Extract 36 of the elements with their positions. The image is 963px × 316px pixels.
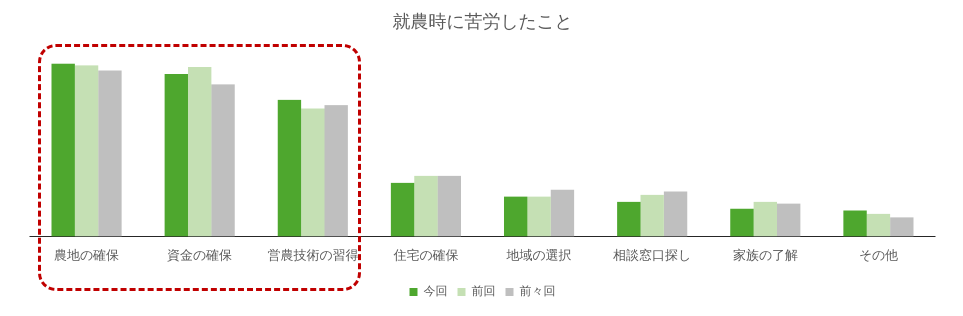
- bar: [438, 176, 462, 236]
- bar: [278, 100, 302, 236]
- x-tick-label: 相談窓口探し: [613, 248, 692, 264]
- chart-title: 就農時に苦労したこと: [392, 11, 572, 32]
- bar: [550, 190, 574, 236]
- bar: [664, 191, 688, 236]
- bar: [390, 182, 414, 236]
- bar: [730, 208, 754, 236]
- x-tick-label: 営農技術の習得: [267, 248, 358, 264]
- bar: [777, 204, 800, 236]
- bar: [51, 64, 75, 236]
- bar: [324, 105, 348, 236]
- bar: [843, 210, 867, 236]
- bar: [211, 84, 235, 236]
- bar: [640, 194, 664, 236]
- bar: [754, 202, 777, 236]
- bar: [504, 196, 528, 236]
- bar: [866, 214, 890, 236]
- x-tick-label: その他: [858, 248, 898, 264]
- x-tick-label: 住宅の確保: [392, 248, 458, 264]
- bar: [414, 176, 438, 236]
- legend-label: 前回: [472, 284, 496, 298]
- bar: [301, 108, 324, 236]
- bar: [617, 202, 640, 236]
- bar: [164, 74, 188, 236]
- x-tick-label: 資金の確保: [167, 248, 232, 264]
- x-tick-label: 地域の選択: [506, 248, 572, 264]
- legend-label: 今回: [424, 284, 448, 298]
- x-tick-label: 農地の確保: [54, 248, 120, 264]
- legend-label: 前々回: [520, 284, 556, 298]
- x-tick-label: 家族の了解: [732, 248, 798, 264]
- bar: [74, 65, 98, 236]
- bar: [98, 70, 122, 236]
- bar: [527, 196, 551, 236]
- bar: [188, 67, 212, 236]
- bar: [890, 217, 914, 236]
